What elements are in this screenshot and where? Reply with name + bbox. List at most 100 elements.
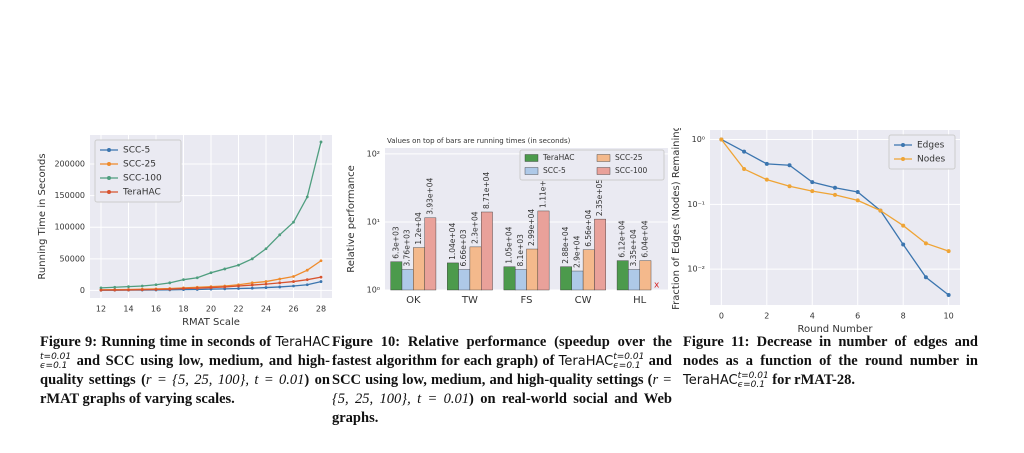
data-point bbox=[923, 241, 928, 246]
data-point bbox=[127, 288, 130, 292]
data-point bbox=[946, 292, 951, 297]
legend-label: TeraHAC bbox=[542, 153, 574, 162]
x-tick-label: 14 bbox=[123, 305, 133, 314]
bar bbox=[571, 270, 584, 291]
bar bbox=[424, 217, 437, 291]
legend-marker bbox=[107, 176, 111, 180]
caption-text: TeraHAC bbox=[683, 373, 738, 388]
data-point bbox=[305, 195, 309, 199]
caption-sub: ϵ=0.1 bbox=[737, 379, 765, 390]
data-point bbox=[305, 268, 309, 272]
annotation: Values on top of bars are running times … bbox=[387, 137, 571, 145]
legend-swatch bbox=[596, 154, 611, 162]
bar bbox=[628, 269, 640, 291]
caption-text: Figure 9: Running time in seconds of bbox=[40, 334, 276, 350]
data-point bbox=[209, 286, 213, 289]
missing-marker: x bbox=[654, 281, 660, 291]
data-point bbox=[195, 286, 199, 290]
running-time-label: 8.71e+04 bbox=[482, 172, 491, 209]
data-point bbox=[250, 286, 254, 290]
x-axis-title: Round Number bbox=[798, 324, 874, 333]
data-point bbox=[742, 149, 747, 154]
y-tick-label: 10⁰ bbox=[692, 135, 705, 144]
data-point bbox=[764, 161, 769, 166]
running-time-label: 2.35e+05 bbox=[595, 179, 604, 216]
caption-text: ) on real-world social and Web graphs. bbox=[332, 391, 672, 426]
data-point bbox=[946, 249, 951, 254]
data-point bbox=[264, 280, 268, 283]
running-time-label: 3.93e+04 bbox=[425, 177, 434, 214]
caption-sup: t=0.01 bbox=[613, 351, 645, 362]
y-tick-label: 10¹ bbox=[367, 217, 380, 226]
caption-text: and SCC using low, medium, and high-qual… bbox=[332, 353, 672, 388]
data-point bbox=[264, 286, 268, 289]
x-tick-label: 6 bbox=[855, 312, 860, 321]
x-tick-label: HL bbox=[633, 295, 647, 306]
data-point bbox=[319, 275, 323, 279]
data-point bbox=[878, 208, 883, 213]
figure-caption: Figure 9: Running time in seconds of Ter… bbox=[40, 333, 330, 409]
data-point bbox=[140, 288, 144, 292]
data-point bbox=[99, 286, 103, 290]
caption-sub: ϵ=0.1 bbox=[613, 360, 641, 371]
y-tick-label: 10⁰ bbox=[367, 286, 380, 295]
data-point bbox=[764, 177, 769, 182]
data-point bbox=[901, 242, 906, 247]
legend-label: SCC-5 bbox=[123, 146, 150, 156]
running-time-label: 6.66e+03 bbox=[459, 229, 468, 266]
caption-text: Figure 11: Decrease in number of edges a… bbox=[683, 334, 978, 369]
y-tick-label: 10² bbox=[367, 149, 380, 158]
running-time-label: 2.88e+04 bbox=[561, 226, 570, 263]
chart: 10⁻² 10⁻¹ 10⁰ Fraction of Edges (Nodes) Rem… bbox=[671, 128, 960, 333]
running-time-label: 1.05e+04 bbox=[505, 226, 514, 263]
data-point bbox=[237, 287, 240, 290]
data-point bbox=[264, 282, 268, 286]
bar bbox=[469, 246, 482, 291]
x-tick-label: 0 bbox=[719, 312, 724, 321]
bar bbox=[481, 211, 493, 291]
y-tick-label: 150000 bbox=[54, 191, 85, 200]
data-point bbox=[182, 287, 185, 290]
legend-box bbox=[888, 134, 956, 170]
data-point bbox=[278, 277, 282, 281]
y-tick-label: 10⁻¹ bbox=[687, 200, 705, 209]
data-point bbox=[278, 281, 282, 285]
legend-marker bbox=[107, 148, 111, 152]
x-tick-label: 12 bbox=[96, 305, 106, 314]
bar bbox=[447, 262, 459, 291]
data-point bbox=[250, 283, 254, 287]
y-tick-label: 0 bbox=[80, 286, 85, 295]
legend-marker bbox=[107, 162, 111, 166]
legend-label: Edges bbox=[917, 141, 945, 151]
legend-swatch bbox=[524, 154, 539, 162]
data-point bbox=[810, 189, 815, 194]
data-point bbox=[787, 184, 792, 189]
y-tick-label: 50000 bbox=[60, 254, 85, 263]
caption-text: r = {5, 25, 100}, t = 0.01 bbox=[332, 372, 672, 407]
x-tick-label: 2 bbox=[764, 312, 769, 321]
x-tick-label: 10 bbox=[944, 312, 954, 321]
data-point bbox=[923, 275, 928, 280]
running-time-label: 1.04e+04 bbox=[448, 223, 457, 260]
data-point bbox=[319, 280, 323, 283]
figure-caption: Figure 11: Decrease in number of edges a… bbox=[683, 333, 978, 390]
running-time-label: 6.12e+04 bbox=[618, 220, 627, 257]
x-axis-title: RMAT Scale bbox=[182, 317, 240, 328]
legend-swatch bbox=[596, 167, 611, 175]
caption-script: t=0.01 ϵ=0.1 bbox=[613, 351, 645, 371]
bar bbox=[560, 266, 572, 291]
legend-label: SCC-25 bbox=[615, 153, 643, 162]
y-axis-title: Fraction of Edges (Nodes) Remaining bbox=[671, 128, 682, 310]
caption-sup: t=0.01 bbox=[40, 351, 72, 362]
caption-script: t=0.01 ϵ=0.1 bbox=[737, 371, 769, 390]
bar bbox=[503, 266, 516, 291]
legend-swatch bbox=[524, 167, 539, 175]
chart: 10⁰ 10¹ 10² Relative performance OK TW FS CW HL 6… bbox=[346, 137, 668, 306]
data-point bbox=[237, 263, 240, 267]
bar bbox=[537, 210, 550, 291]
data-point bbox=[250, 281, 254, 285]
y-axis-title: Relative performance bbox=[346, 165, 357, 273]
data-point bbox=[209, 271, 213, 275]
data-point bbox=[154, 288, 158, 291]
